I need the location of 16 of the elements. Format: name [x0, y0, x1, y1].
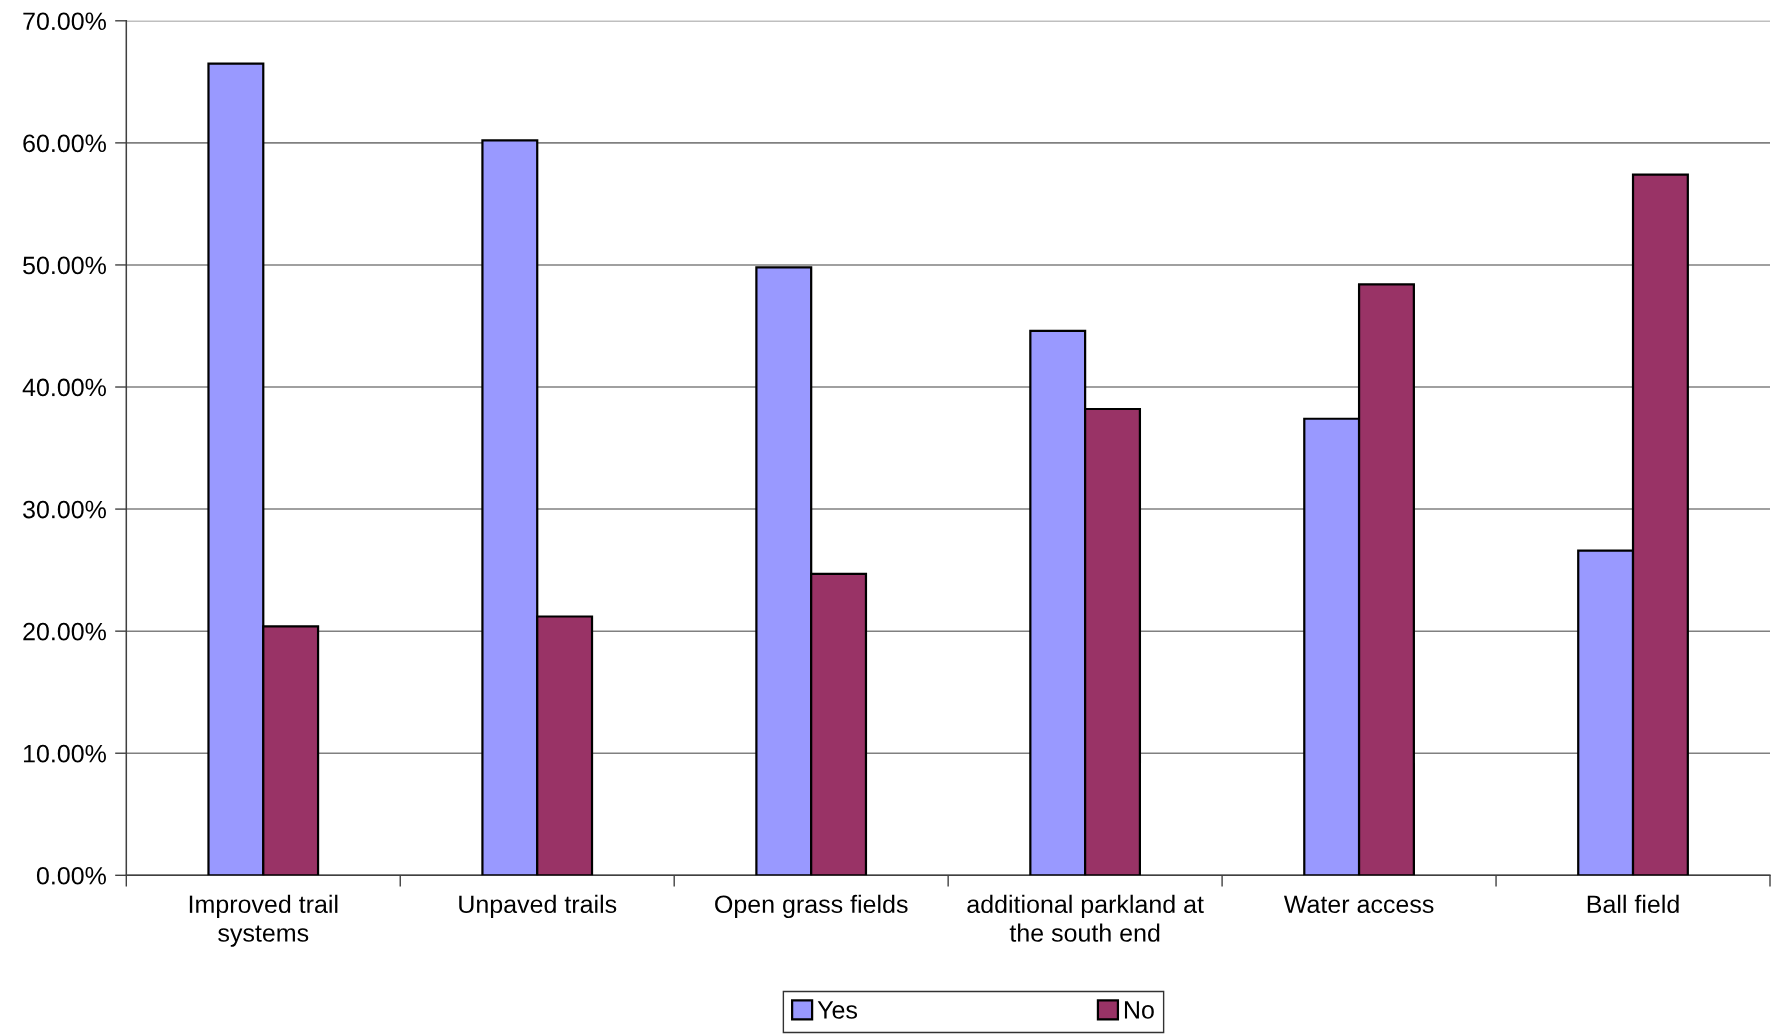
- y-tick-label: 50.00%: [23, 256, 106, 275]
- y-tick-label: 0.00%: [36, 866, 106, 885]
- y-tick-label: 30.00%: [23, 500, 106, 519]
- legend-label: No: [1124, 1001, 1154, 1019]
- y-tick-label: 60.00%: [23, 134, 106, 153]
- legend-label: Yes: [817, 1001, 858, 1019]
- x-tick-label: Unpaved trails: [459, 894, 617, 919]
- x-tick-label: Improved trail systems: [189, 894, 338, 947]
- x-tick-label: additional parkland at the south end: [967, 894, 1204, 942]
- y-tick-label: 10.00%: [23, 744, 106, 763]
- x-tick-label: Open grass fields: [715, 894, 908, 919]
- x-tick-label: Ball field: [1587, 894, 1679, 914]
- x-tick-label: Water access: [1283, 895, 1434, 914]
- y-tick-label: 40.00%: [22, 378, 106, 397]
- y-tick-label: 70.00%: [23, 12, 106, 31]
- y-tick-label: 20.00%: [23, 622, 106, 641]
